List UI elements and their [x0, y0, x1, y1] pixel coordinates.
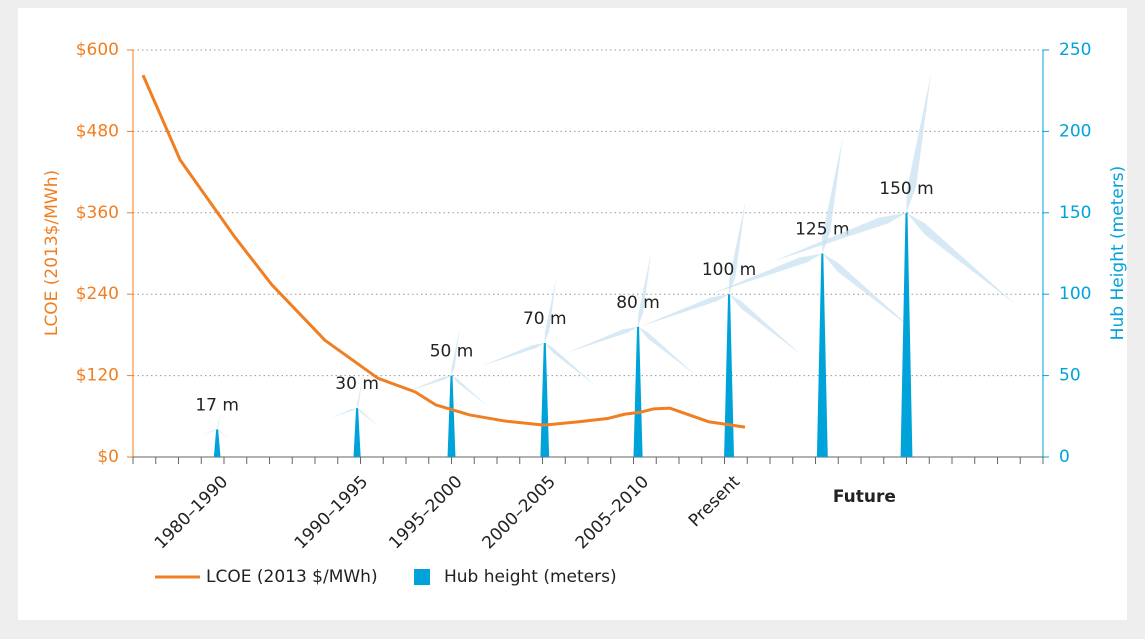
- turbine-blade: [217, 429, 230, 440]
- turbine-blade: [544, 343, 596, 386]
- y2-tick-label: 150: [1059, 203, 1091, 223]
- data-label: 30 m: [335, 374, 379, 394]
- y2-tick-label: 200: [1059, 121, 1091, 141]
- hub-bar: [724, 294, 735, 457]
- turbine-blade: [773, 212, 907, 262]
- turbine-blade: [906, 212, 1015, 304]
- turbine-blade: [638, 252, 652, 327]
- y-tick-label: $600: [76, 40, 119, 60]
- data-label: 100 m: [702, 260, 756, 280]
- y-tick-label: $240: [76, 284, 119, 304]
- y2-axis-label: Hub Height (meters): [1108, 166, 1128, 341]
- turbine-blade: [330, 408, 358, 418]
- hub-bar: [816, 253, 828, 457]
- hub-bar: [447, 375, 456, 457]
- chart-background: [18, 8, 1127, 620]
- data-label: 80 m: [616, 293, 660, 313]
- y-tick-label: $120: [76, 366, 119, 386]
- turbine-blade: [906, 73, 932, 213]
- y2-tick-label: 50: [1059, 366, 1081, 386]
- turbine-blade: [822, 137, 843, 254]
- hub-bar: [213, 429, 221, 457]
- future-label: Future: [833, 487, 896, 507]
- turbine-blade: [482, 343, 545, 366]
- y-axis-label: LCOE (2013$/MWh): [42, 170, 62, 336]
- turbine-blade: [202, 429, 218, 435]
- turbine-blade: [711, 253, 823, 294]
- turbine-blade: [451, 329, 460, 376]
- turbine-blade: [357, 408, 379, 427]
- y-tick-label: $480: [76, 121, 119, 141]
- hub-bar: [633, 326, 643, 457]
- data-label: 70 m: [523, 309, 567, 329]
- turbine-blade: [407, 375, 452, 392]
- y-tick-label: $360: [76, 203, 119, 223]
- hub-bar: [353, 408, 361, 457]
- turbine-blade: [217, 413, 220, 430]
- legend-label: LCOE (2013 $/MWh): [206, 567, 378, 587]
- lcoe-line: [141, 74, 746, 429]
- data-label: 125 m: [795, 220, 849, 240]
- turbine-blade: [822, 253, 913, 330]
- y-tick-label: $0: [97, 447, 119, 467]
- turbine-blade: [729, 201, 746, 295]
- y2-tick-label: 100: [1059, 284, 1091, 304]
- turbine-blade: [567, 326, 639, 353]
- legend-label: Hub height (meters): [444, 567, 617, 587]
- turbine-blade: [544, 277, 557, 344]
- legend-swatch: [414, 569, 430, 585]
- turbine-blade: [640, 294, 730, 327]
- turbine-blade: [357, 380, 363, 409]
- turbine-blade: [451, 375, 488, 406]
- y2-tick-label: 250: [1059, 40, 1091, 60]
- turbine-blade: [638, 326, 696, 376]
- y2-tick-label: 0: [1059, 447, 1070, 467]
- data-label: 17 m: [195, 395, 239, 415]
- data-label: 50 m: [430, 342, 474, 362]
- hub-bar: [900, 212, 913, 457]
- data-label: 150 m: [879, 179, 933, 199]
- turbine-blade: [729, 294, 802, 355]
- hub-bar: [540, 343, 550, 457]
